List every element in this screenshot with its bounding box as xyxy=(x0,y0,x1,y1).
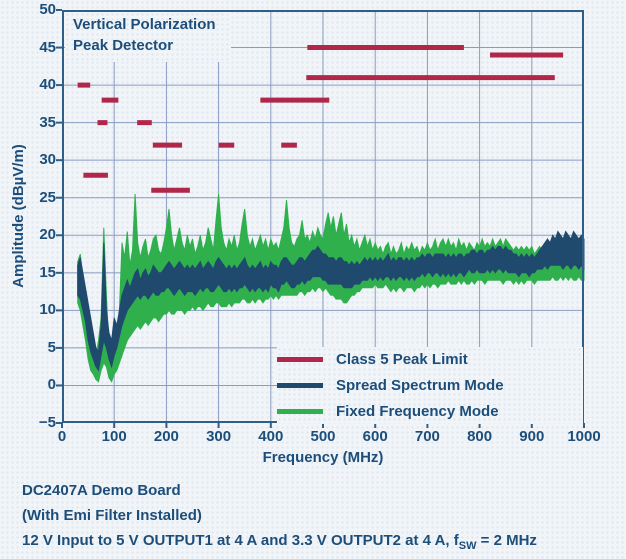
y-tick-label: 35 xyxy=(39,113,56,131)
y-tick-label: 25 xyxy=(39,188,56,206)
y-tick-label: 10 xyxy=(39,301,56,319)
x-tick-label: 100 xyxy=(101,428,127,445)
caption-line-conditions: 12 V Input to 5 V OUTPUT1 at 4 A and 3.3… xyxy=(22,532,537,552)
y-tick-label: 50 xyxy=(39,1,56,18)
legend-item-class5-peak-limit: Class 5 Peak Limit xyxy=(277,349,583,370)
x-tick-label: 0 xyxy=(57,428,67,445)
x-tick-label: 700 xyxy=(414,428,440,445)
legend-label: Class 5 Peak Limit xyxy=(336,351,468,368)
x-tick-label: 300 xyxy=(206,428,232,445)
caption-line-filter: (With Emi Filter Installed) xyxy=(22,507,202,524)
legend-label: Fixed Frequency Mode xyxy=(336,403,499,420)
x-tick-label: 500 xyxy=(310,428,336,445)
x-tick-label: 400 xyxy=(258,428,284,445)
legend-item-spread-spectrum-mode: Spread Spectrum Mode xyxy=(277,375,583,396)
plot-title-line1: Vertical Polarization xyxy=(73,16,216,33)
y-tick-label: −5 xyxy=(38,414,56,431)
y-tick-label: 40 xyxy=(39,76,56,94)
plot-title-line2: Peak Detector xyxy=(73,37,174,54)
y-tick-label: 20 xyxy=(39,226,56,244)
x-tick-label: 1000 xyxy=(567,428,601,445)
x-axis-title: Frequency (MHz) xyxy=(262,449,384,466)
legend-swatch-red-line xyxy=(277,357,323,362)
y-axis-title: Amplitude (dBµV/m) xyxy=(10,144,27,288)
x-tick-label: 200 xyxy=(153,428,179,445)
legend-label: Spread Spectrum Mode xyxy=(336,377,504,394)
x-tick-label: 600 xyxy=(362,428,388,445)
legend-swatch-green-line xyxy=(277,409,323,414)
y-tick-label: 5 xyxy=(47,338,56,356)
plot-area xyxy=(56,9,585,428)
y-tick-label: 0 xyxy=(47,376,56,394)
legend-swatch-navy-line xyxy=(277,383,323,388)
y-tick-label: 30 xyxy=(39,151,56,169)
caption-line-board: DC2407A Demo Board xyxy=(22,482,181,499)
legend: Class 5 Peak Limit Spread Spectrum Mode … xyxy=(277,347,583,424)
plot-title: Vertical Polarization Peak Detector xyxy=(65,12,231,62)
x-tick-label: 900 xyxy=(519,428,545,445)
y-tick-label: 15 xyxy=(39,263,56,281)
x-tick-label: 800 xyxy=(467,428,493,445)
caption: DC2407A Demo Board (With Emi Filter Inst… xyxy=(22,478,537,559)
legend-item-fixed-frequency-mode: Fixed Frequency Mode xyxy=(277,401,583,422)
y-tick-label: 45 xyxy=(39,38,56,56)
